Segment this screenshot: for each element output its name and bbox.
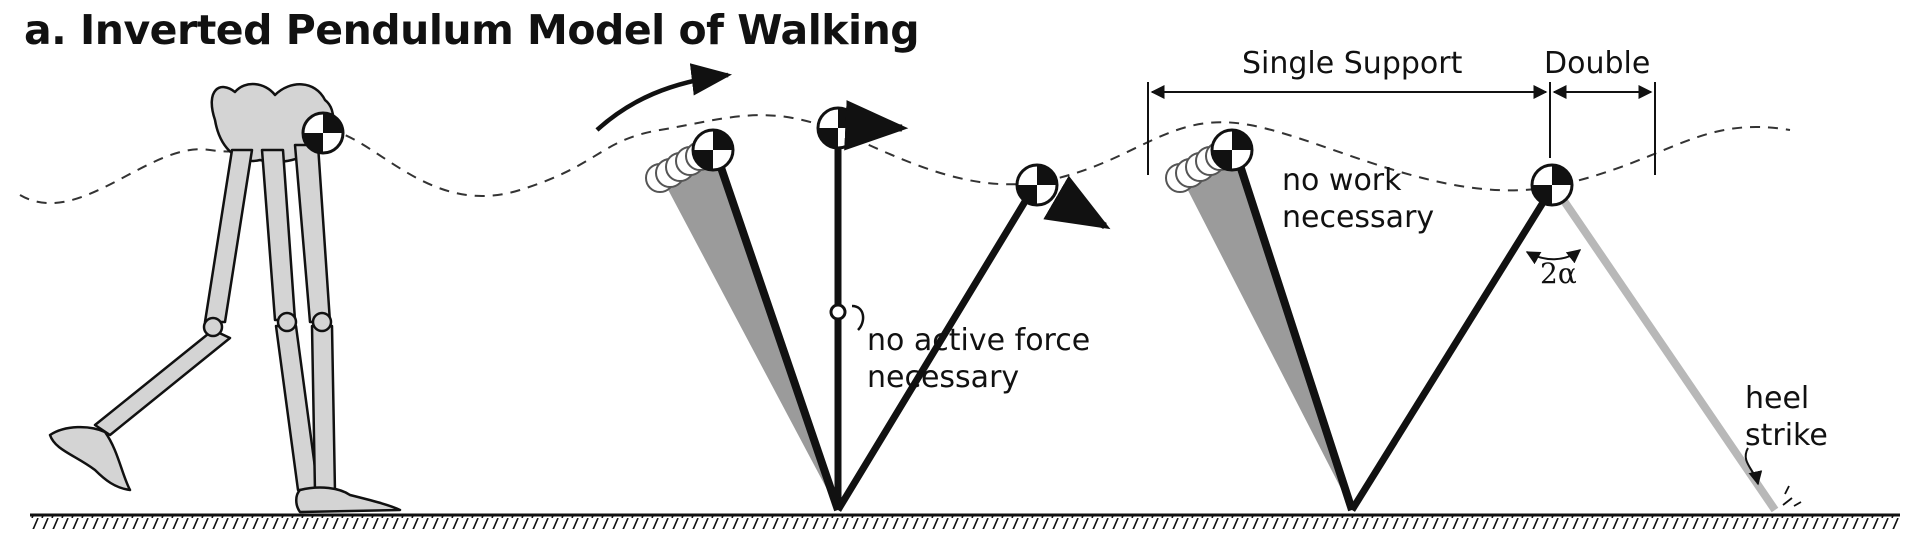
- mid-femur: [260, 148, 297, 322]
- heel-strike-icon: [1782, 485, 1802, 507]
- heel-label: heel: [1745, 381, 1810, 416]
- falling-arrow-icon: [1043, 175, 1111, 230]
- pendulum-double-support: [1349, 163, 1802, 513]
- com-icon-5: [1530, 163, 1574, 207]
- com-icon-3: [1015, 163, 1059, 207]
- pendulum-leaning-leg: [835, 163, 1111, 512]
- front-femur: [293, 143, 332, 324]
- pendulum-vertical-leg: [816, 100, 909, 510]
- no-work-label-line1: no work: [1282, 163, 1402, 198]
- com-icon-4: [1210, 128, 1254, 172]
- pelvis-shape: [210, 82, 335, 164]
- com-icon-2: [816, 106, 860, 150]
- single-support-label: Single Support: [1242, 46, 1463, 81]
- no-work-label-line2: necessary: [1282, 200, 1435, 235]
- skeleton-legs: [48, 82, 402, 514]
- front-foot: [295, 486, 402, 514]
- no-active-force-label-line1: no active force: [867, 323, 1091, 358]
- figure-title: a. Inverted Pendulum Model of Walking: [24, 6, 920, 54]
- front-tibia: [310, 324, 337, 494]
- back-tibia: [93, 328, 232, 437]
- pendulum-swept-leg-2: [1165, 128, 1356, 512]
- pendulum-swept-leg-1: [645, 128, 842, 512]
- back-femur: [203, 148, 254, 324]
- heel-pointer: [1744, 447, 1763, 486]
- double-support-label: Double: [1544, 46, 1651, 81]
- strike-label: strike: [1745, 418, 1828, 453]
- com-icon-1: [691, 128, 735, 172]
- angle-label: 2α: [1540, 257, 1577, 290]
- hinge-joint-icon: [829, 303, 865, 331]
- ground: [30, 513, 1900, 529]
- motion-arrow-icon: [595, 63, 733, 132]
- angle-arc: [1525, 249, 1582, 265]
- back-foot: [48, 425, 132, 492]
- support-phase-dimensions: [1147, 82, 1656, 175]
- velocity-arrow-icon: [844, 100, 909, 151]
- no-active-force-label-line2: necessary: [867, 360, 1020, 395]
- skeleton-center-of-mass-icon: [301, 111, 345, 155]
